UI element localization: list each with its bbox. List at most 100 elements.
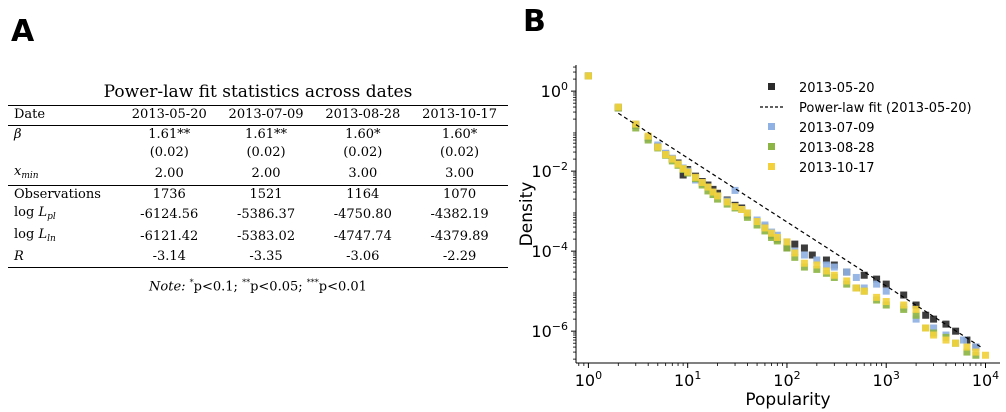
y-axis-label: Density	[517, 182, 537, 247]
table-cell: (0.02)	[149, 145, 189, 161]
data-point	[698, 179, 706, 187]
table-cell: 3.00	[348, 165, 378, 181]
data-point	[753, 218, 761, 226]
legend-marker	[768, 163, 775, 170]
data-point	[791, 253, 799, 261]
note-stars: **	[242, 277, 251, 287]
data-point	[900, 301, 908, 309]
data-point	[632, 124, 640, 132]
data-point	[684, 168, 692, 176]
data-point	[679, 171, 687, 179]
legend-marker	[768, 143, 775, 150]
table-row-log-l-pl: log Lpl -6124.56 -5386.37 -4750.80 -4382…	[8, 204, 508, 226]
data-point	[912, 315, 920, 323]
table-cell: 3.00	[445, 165, 475, 181]
x-tick-label: 104	[972, 369, 999, 390]
table-note: Note: *p<0.1; **p<0.05; ***p<0.01	[8, 278, 508, 294]
data-point	[674, 160, 682, 168]
data-point	[761, 224, 769, 232]
data-point	[830, 271, 838, 279]
row-label: xmin	[14, 163, 39, 181]
table-cell: -4382.19	[430, 207, 489, 222]
data-point	[822, 256, 830, 264]
data-point	[731, 203, 739, 211]
data-point	[843, 268, 851, 276]
table-cell: 1.60*	[314, 124, 412, 144]
data-point	[644, 136, 652, 144]
data-point	[813, 265, 821, 273]
data-point	[709, 188, 717, 196]
stats-table: Date 2013-05-20 2013-07-09 2013-08-28 20…	[8, 105, 508, 268]
legend-label: 2013-10-17	[799, 161, 875, 176]
row-label: R	[8, 248, 121, 268]
table-cell: 1736	[120, 184, 218, 204]
data-point	[882, 287, 890, 295]
data-point	[800, 251, 808, 259]
table-cell: -3.35	[217, 248, 315, 268]
data-point	[922, 324, 930, 332]
stats-table-panel: Power-law fit statistics across dates Da…	[8, 79, 508, 294]
table-cell: -3.06	[314, 248, 412, 268]
table-row-beta: β 1.61** 1.61** 1.60* 1.60*	[8, 124, 508, 144]
table-cell: 2.00	[251, 165, 281, 181]
x-axis-label: Popularity	[745, 390, 830, 410]
data-point	[584, 72, 592, 80]
legend-label: 2013-05-20	[799, 81, 875, 96]
note-text: p<0.1;	[193, 278, 238, 294]
table-cell: (0.02)	[440, 145, 480, 161]
data-point	[912, 311, 920, 319]
data-point	[800, 259, 808, 267]
row-label: log Lpl	[14, 205, 56, 222]
data-point	[731, 186, 739, 194]
data-point	[963, 343, 971, 351]
column-header: Date	[8, 105, 121, 125]
data-point	[813, 261, 821, 269]
data-point	[783, 244, 791, 252]
legend-label: 2013-07-09	[799, 121, 875, 136]
row-label	[8, 144, 121, 163]
data-point	[930, 315, 938, 323]
table-caption: Power-law fit statistics across dates	[103, 82, 413, 102]
table-cell: -3.14	[120, 248, 218, 268]
data-point	[930, 331, 938, 339]
data-point	[714, 192, 722, 200]
data-point	[882, 280, 890, 288]
x-tick-label: 102	[773, 369, 800, 390]
y-tick-label: 100	[541, 80, 568, 101]
row-label: β	[8, 124, 121, 144]
table-cell: -6121.42	[140, 229, 199, 244]
data-point	[723, 198, 731, 206]
data-point	[704, 183, 712, 191]
data-point	[704, 187, 712, 195]
data-point	[852, 273, 860, 281]
table-header-row: Date 2013-05-20 2013-07-09 2013-08-28 20…	[8, 105, 508, 125]
data-point	[768, 233, 776, 241]
data-point	[644, 132, 652, 140]
data-point	[662, 151, 670, 159]
y-tick-label: 10−2	[531, 160, 568, 181]
density-scatter-chart: 100 101 102 103 104 100 10−2 10−4 10−6 Popularity…	[517, 65, 1000, 410]
table-row-r: R -3.14 -3.35 -3.06 -2.29	[8, 248, 508, 268]
note-text: p<0.05;	[250, 278, 303, 294]
table-row-xmin: xmin 2.00 2.00 3.00 3.00	[8, 163, 508, 186]
x-tick-label: 101	[674, 369, 701, 390]
data-point	[692, 173, 700, 181]
data-point	[813, 256, 821, 264]
data-point	[654, 143, 662, 151]
data-point	[852, 284, 860, 292]
data-point	[808, 251, 816, 259]
table-cell: -6124.56	[140, 207, 199, 222]
column-header: 2013-07-09	[217, 105, 315, 125]
table-cell: -4379.89	[430, 229, 489, 244]
data-point	[768, 229, 776, 237]
panel-label-b: B	[523, 4, 546, 39]
table-cell: 1.60*	[411, 124, 508, 144]
data-point	[860, 271, 868, 279]
table-cell: 1164	[314, 184, 412, 204]
column-header: 2013-10-17	[411, 105, 508, 125]
power-law-fit-line	[617, 112, 982, 348]
data-point	[873, 280, 881, 288]
data-point	[743, 213, 751, 221]
data-point	[791, 240, 799, 248]
table-cell: 1070	[411, 184, 508, 204]
